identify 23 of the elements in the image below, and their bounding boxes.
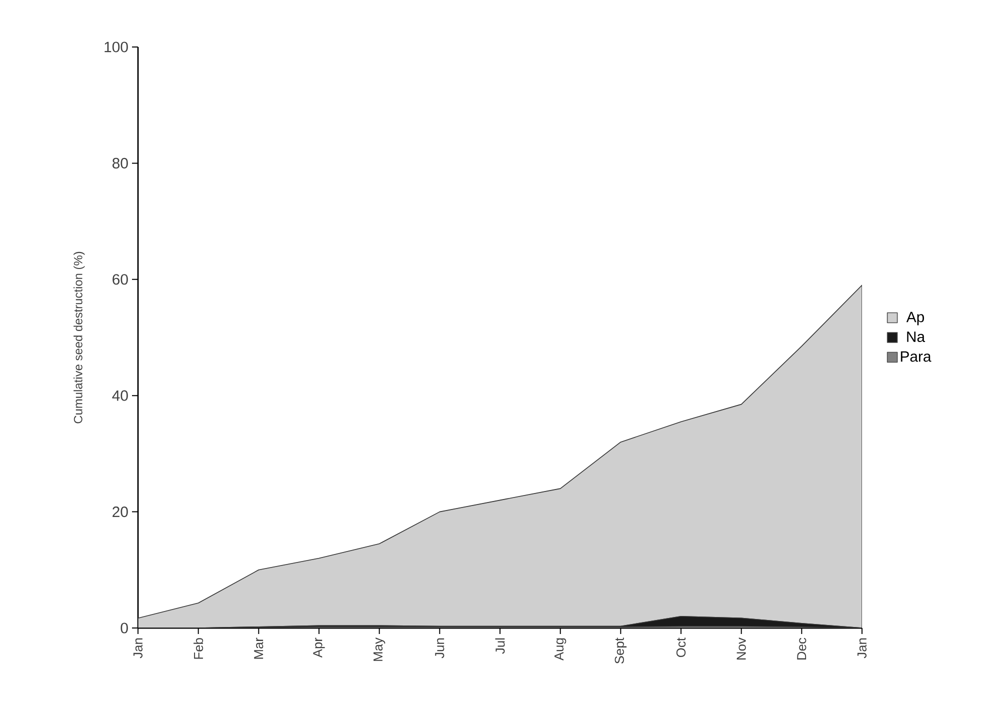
x-tick-label: May xyxy=(374,638,386,661)
x-tick-label: Nov xyxy=(736,638,746,660)
legend-label: Ap xyxy=(906,312,924,326)
x-tick-label: Jul xyxy=(495,638,505,654)
x-tick-label: Apr xyxy=(313,638,325,658)
x-tick-label: Jan xyxy=(133,638,143,658)
x-tick-label: Feb xyxy=(194,638,204,659)
y-tick-label: 80 xyxy=(112,158,128,168)
y-tick-label: 60 xyxy=(112,274,128,285)
x-tick-label: Sept xyxy=(614,638,627,664)
y-tick-label: 40 xyxy=(112,390,128,401)
x-tick-label: Jan xyxy=(857,638,867,658)
legend-label: Na xyxy=(907,332,926,342)
legend-label: Para xyxy=(900,351,932,362)
x-tick-label: Aug xyxy=(554,638,566,661)
y-tick-label: 20 xyxy=(112,506,128,518)
y-tick-label: 0 xyxy=(120,622,128,634)
y-tick-label: 100 xyxy=(104,42,128,52)
x-tick-label: Jun xyxy=(435,638,444,658)
x-tick-label: Dec xyxy=(797,638,806,660)
x-tick-label: Oct xyxy=(676,638,686,658)
y-axis-title: Cumulative seed destruction (%) xyxy=(74,252,85,424)
x-tick-label: Mar xyxy=(254,638,264,659)
